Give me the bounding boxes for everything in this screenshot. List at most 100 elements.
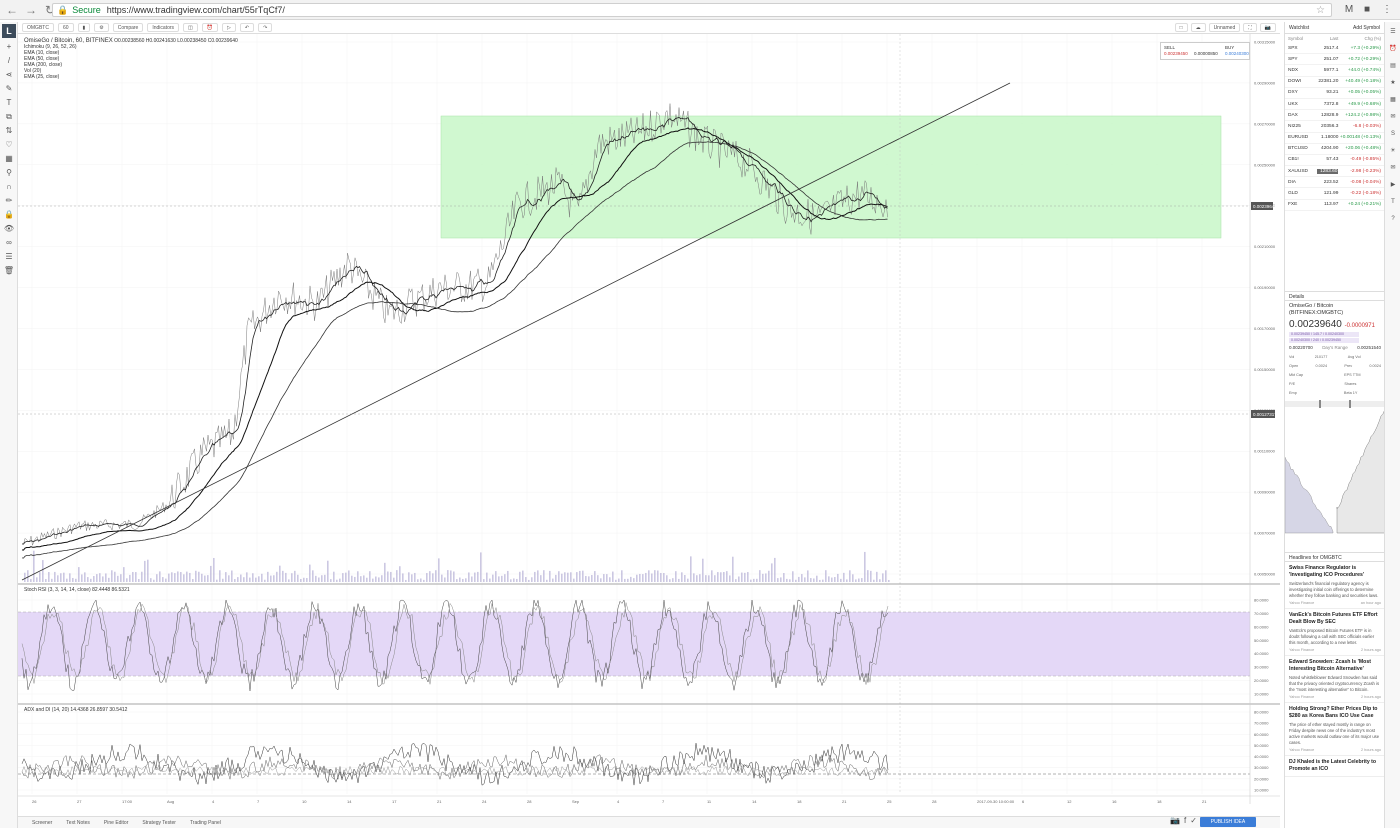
- alerts-icon[interactable]: ⏰: [1389, 46, 1397, 52]
- indicator-legend-6[interactable]: EMA (25, close): [24, 74, 60, 80]
- indicator-legend-3[interactable]: EMA (50, close): [24, 56, 60, 62]
- redo-icon[interactable]: ↷: [258, 23, 273, 32]
- trendline-drawing[interactable]: [21, 82, 1011, 581]
- sell-label[interactable]: SELL: [1164, 45, 1176, 50]
- facebook-icon[interactable]: f: [1183, 816, 1187, 825]
- help-icon[interactable]: ?: [1391, 216, 1395, 222]
- watchlist-row[interactable]: NDX 5977.1 +44.0 (+0.74%): [1285, 65, 1384, 77]
- watchlist-row[interactable]: DXY 93.21 +0.05 (+0.05%): [1285, 88, 1384, 99]
- publish-idea-button[interactable]: PUBLISH IDEA: [1200, 817, 1256, 827]
- watchlist-row[interactable]: SPX 2517.4 +7.3 (+0.29%): [1285, 43, 1384, 55]
- stay-drawing-icon[interactable]: ✏: [5, 196, 13, 205]
- trendline-icon[interactable]: /: [7, 56, 11, 65]
- news-headline[interactable]: Holding Strong? Ether Prices Dip to $280…: [1289, 706, 1378, 719]
- add-symbol-button[interactable]: Add Symbol: [1353, 24, 1380, 31]
- url-text[interactable]: https://www.tradingview.com/chart/55rTqC…: [106, 5, 285, 15]
- watchlist-row[interactable]: CB1! 57.43 -0.49 (-0.85%): [1285, 155, 1384, 167]
- sell-price[interactable]: 0.00239450: [1164, 51, 1188, 56]
- crosshair-icon[interactable]: +: [6, 42, 12, 51]
- tab-strategy-tester[interactable]: Strategy Tester: [142, 819, 176, 826]
- indicators-button[interactable]: Indicators: [147, 23, 180, 32]
- lightbulb-icon[interactable]: ☀: [1390, 148, 1396, 154]
- undo-icon[interactable]: ↶: [239, 23, 255, 32]
- indicator-legend-5[interactable]: Vol (20): [24, 68, 42, 74]
- save-layout-button[interactable]: Unnamed: [1208, 23, 1241, 32]
- trash-icon[interactable]: 🗑: [3, 266, 15, 275]
- zoom-icon[interactable]: ⚲: [6, 168, 12, 177]
- forward-icon[interactable]: →: [25, 2, 37, 17]
- layers-icon[interactable]: ☰: [5, 252, 13, 261]
- chat-icon[interactable]: ✉: [1390, 165, 1396, 171]
- watchlist-row[interactable]: SPY 251.07 +0.72 (+0.29%): [1285, 54, 1384, 66]
- col-symbol[interactable]: Symbol: [1288, 36, 1304, 41]
- indicator-legend-2[interactable]: EMA (10, close): [24, 50, 60, 56]
- watchlist-row[interactable]: EURUSD 1.18000 +0.00148 (+0.13%): [1285, 133, 1384, 144]
- hotlist-icon[interactable]: ★: [1390, 80, 1396, 86]
- tradingview-logo[interactable]: L: [2, 24, 16, 38]
- reload-icon[interactable]: ↻: [44, 2, 56, 17]
- magnet-icon[interactable]: ∩: [6, 182, 12, 191]
- watchlist-row[interactable]: DIA 223.52 -0.08 (-0.04%): [1285, 177, 1384, 189]
- depth-slider-handle-left[interactable]: [1319, 400, 1321, 408]
- brush-icon[interactable]: ✎: [5, 84, 13, 93]
- col-chg[interactable]: Chg (%): [1364, 36, 1381, 41]
- text-icon[interactable]: T: [6, 98, 12, 107]
- extension-icon[interactable]: ■: [1363, 4, 1371, 15]
- data-window-icon[interactable]: ▤: [1390, 63, 1396, 69]
- address-bar[interactable]: 🔒 Secure https://www.tradingview.com/cha…: [52, 3, 1332, 17]
- news-item[interactable]: Swiss Finance Regulator is 'Investigatin…: [1285, 562, 1385, 609]
- watchlist-title[interactable]: Watchlist: [1289, 24, 1310, 31]
- watchlist-icon[interactable]: ☰: [1390, 29, 1396, 35]
- news-headline[interactable]: Edward Snowden: Zcash Is 'Most Interesti…: [1289, 659, 1371, 672]
- news-item[interactable]: Holding Strong? Ether Prices Dip to $280…: [1285, 703, 1385, 756]
- watchlist-row[interactable]: GLD 121.99 -0.22 (-0.18%): [1285, 188, 1384, 200]
- watchlist-row[interactable]: FXE 113.97 +0.24 (+0.21%): [1285, 200, 1384, 211]
- snapshot-icon[interactable]: 📷: [1259, 23, 1276, 32]
- news-headline[interactable]: DJ Khaled is the Latest Celebrity to Pro…: [1289, 759, 1377, 772]
- menu-icon[interactable]: ⋮: [1382, 4, 1392, 15]
- symbol-search[interactable]: OMGBTC: [22, 23, 54, 32]
- watchlist-row[interactable]: UKX 7372.8 +49.9 (+0.68%): [1285, 99, 1384, 111]
- rsi-legend[interactable]: Stoch RSI (3, 3, 14, 14, close) 82.4448 …: [24, 587, 130, 593]
- depth-slider-track[interactable]: [1285, 401, 1385, 407]
- time-axis[interactable]: 26 27 17:00 Aug 4 7 10 14 17 21 24 28 Sep 4 7 11 14 18 21 2…: [32, 799, 1207, 804]
- watchlist-row[interactable]: XAUUSD 1283.60 -2.98 (-0.23%): [1285, 166, 1384, 178]
- adx-legend[interactable]: ADX and DI (14, 20) 14.4368 26.8597 30.5…: [24, 707, 127, 713]
- adx-axis[interactable]: 80.0000 70.0000 60.0000 50.0000 40.0000 30.00…: [1254, 710, 1269, 793]
- twitter-icon[interactable]: ✓: [1190, 816, 1197, 825]
- prediction-icon[interactable]: ⇅: [5, 126, 13, 135]
- tab-pine-editor[interactable]: Pine Editor: [103, 819, 129, 826]
- news-headline[interactable]: VanEck's Bitcoin Futures ETF Effort Deal…: [1289, 612, 1378, 625]
- indicator-legend-4[interactable]: EMA (200, close): [24, 62, 63, 68]
- interval-selector[interactable]: 60: [57, 23, 74, 32]
- fullscreen-icon[interactable]: ⛶: [1243, 23, 1257, 32]
- camera-icon[interactable]: 📷: [1170, 816, 1180, 825]
- templates-icon[interactable]: ◫: [183, 23, 198, 32]
- watchlist-row[interactable]: NI225 20356.3 -6.8 (-0.03%): [1285, 121, 1384, 133]
- hide-drawings-icon[interactable]: 👁: [3, 224, 15, 233]
- series-title[interactable]: OmiseGo / Bitcoin, 60, BITFINEX: [24, 38, 113, 44]
- watchlist-row[interactable]: DAX 12828.9 +124.2 (+0.98%): [1285, 110, 1384, 122]
- alert-icon[interactable]: ⏰: [201, 23, 218, 32]
- buy-price[interactable]: 0.00240300: [1225, 51, 1249, 56]
- rectangle-drawing[interactable]: [440, 115, 1222, 239]
- layout-icon[interactable]: □: [1174, 23, 1188, 32]
- replay-icon[interactable]: ▷: [222, 23, 236, 32]
- pattern-icon[interactable]: ⧉: [6, 112, 12, 121]
- icon-shapes-icon[interactable]: ♡: [5, 140, 13, 149]
- col-last[interactable]: Last: [1329, 36, 1339, 41]
- news-item[interactable]: VanEck's Bitcoin Futures ETF Effort Deal…: [1285, 609, 1385, 656]
- link-icon[interactable]: ∞: [6, 238, 12, 247]
- indicator-legend-1[interactable]: Ichimoku (9, 26, 52, 26): [24, 44, 77, 50]
- extension-m-icon[interactable]: M: [1344, 4, 1354, 15]
- measure-icon[interactable]: ▦: [5, 154, 13, 163]
- calendar-icon[interactable]: ▦: [1390, 97, 1396, 103]
- tab-text-notes[interactable]: Text Notes: [66, 819, 90, 826]
- cloud-icon[interactable]: ☁: [1190, 23, 1206, 32]
- rsi-axis[interactable]: 80.0000 70.0000 60.0000 50.0000 40.0000 30.00…: [1254, 598, 1269, 697]
- news-item[interactable]: Edward Snowden: Zcash Is 'Most Interesti…: [1285, 656, 1385, 703]
- streams-icon[interactable]: ▶: [1390, 182, 1396, 188]
- watchlist-row[interactable]: DOWI 22381.20 +40.49 (+0.18%): [1285, 77, 1384, 88]
- buy-label[interactable]: BUY: [1225, 45, 1235, 50]
- watchlist-row[interactable]: BTCUSD 4204.90 +20.06 (+0.48%): [1285, 144, 1384, 155]
